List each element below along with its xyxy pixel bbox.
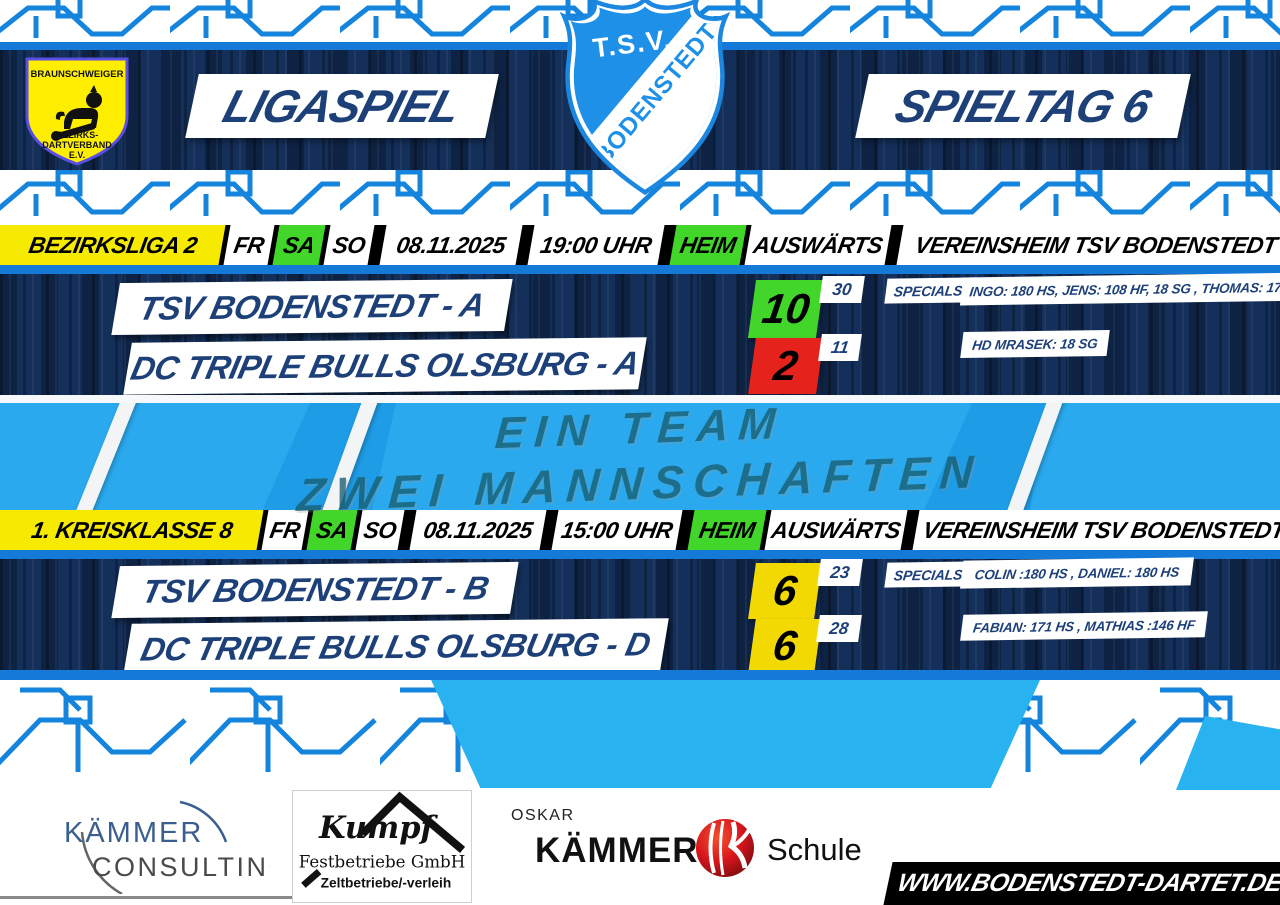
oskar-kaemmer-schule-logo: OSKAR KÄMMER Schule (495, 796, 885, 892)
kaemmer-text: KÄMMER (64, 817, 203, 849)
badge-dartverband-text: DARTVERBAND (42, 140, 112, 150)
lion-icon (51, 85, 102, 141)
match1-results: TSV BODENSTEDT - A 10 30 SPECIALS: INGO:… (0, 272, 1280, 395)
day-so: SO (355, 510, 405, 550)
ligaspiel-title: LIGASPIEL (217, 80, 467, 132)
divider-sliver (0, 395, 1280, 403)
home-legs-box: 23 (817, 559, 863, 586)
bar-divider (543, 510, 550, 550)
oskar-text: OSKAR (511, 807, 575, 824)
logo-arc-top (179, 800, 228, 843)
away-score-box: 2 (748, 338, 824, 394)
website-url[interactable]: WWW.BODENSTEDT-DARTET.DE (894, 869, 1280, 897)
bar-divider (904, 510, 911, 550)
away-score-box: 6 (748, 619, 822, 673)
day-sa-active: SA (306, 510, 358, 550)
home-team-banner: TSV BODENSTEDT - A (111, 278, 513, 336)
middle-hex-band (0, 403, 1280, 510)
tsv-bodenstedt-shield: BODENSTEDT T.S.V. (538, 0, 752, 196)
roof-graphic (301, 791, 466, 888)
kaemmer-text: KÄMMER (535, 831, 698, 870)
hexagon-shape (372, 403, 972, 510)
home-score-box: 6 (748, 563, 822, 619)
match-date: 08.11.2025 (379, 225, 523, 265)
league-name: 1. KREISKLASSE 8 (29, 516, 235, 543)
league-segment: 1. KREISKLASSE 8 (0, 510, 264, 550)
day-so: SO (323, 225, 375, 265)
hexagon-shape (0, 403, 310, 510)
bar-divider (371, 225, 378, 265)
kumpf-logo-card: Kumpf Festbetriebe GmbH Zeltbetriebe/-ve… (292, 790, 472, 903)
heim-flag-active: HEIM (669, 225, 747, 265)
home-legs-box: 30 (819, 276, 865, 303)
footer-rule (0, 896, 448, 899)
home-score-box: 10 (747, 280, 825, 338)
away-specials: FABIAN: 171 HS , MATHIAS :146 HF (960, 611, 1208, 641)
sponsor-footer: KÄMMER CONSULTING Kumpf Festbetriebe Gmb… (0, 790, 1280, 905)
badge-bezirks-text: BEZIRKS- (56, 130, 99, 140)
match2-results: TSV BODENSTEDT - B 6 23 SPECIALS: COLIN … (0, 557, 1280, 676)
bar-divider (401, 510, 408, 550)
divider-strip (0, 670, 1280, 680)
day-fr: FR (261, 510, 309, 550)
kumpf-line3: Zeltbetriebe/-verleih (321, 875, 452, 890)
badge-top-text: BRAUNSCHWEIGER (31, 69, 124, 80)
heim-flag-active: HEIM (687, 510, 767, 550)
kumpf-line2: Festbetriebe GmbH (299, 853, 466, 872)
day-fr: FR (223, 225, 275, 265)
ligaspiel-banner: LIGASPIEL (185, 74, 499, 138)
home-specials: INGO: 180 HS, JENS: 108 HF, 18 SG , THOM… (959, 272, 1280, 306)
match-time: 15:00 UHR (551, 510, 683, 550)
bar-divider (888, 225, 895, 265)
away-team-banner: DC TRIPLE BULLS OLSBURG - A (123, 337, 647, 395)
day-sa-active: SA (272, 225, 326, 265)
league-name: BEZIRKSLIGA 2 (26, 231, 200, 258)
logo-arc-bottom (80, 831, 123, 896)
consulting-text: CONSULTING (92, 852, 270, 882)
away-legs-box: 28 (816, 615, 862, 642)
match-time: 19:00 UHR (527, 225, 665, 265)
bar-divider (519, 225, 526, 265)
red-ball-icon (696, 819, 754, 877)
bar-divider (679, 510, 686, 550)
away-team-banner: DC TRIPLE BULLS OLSBURG - D (123, 618, 669, 676)
auswaerts-flag: AUSWÄRTS (764, 510, 908, 550)
divider-strip (0, 550, 1280, 559)
spieltag-banner: SPIELTAG 6 (855, 74, 1191, 138)
away-specials: HD MRASEK: 18 SG (960, 329, 1110, 359)
match2-info-bar: 1. KREISKLASSE 8 FR SA SO 08.11.2025 15:… (0, 510, 1280, 550)
dartverband-badge: BRAUNSCHWEIGER BEZIRKS- DARTVERBAND E.V. (20, 54, 134, 168)
bottom-circuit-band (0, 680, 1280, 790)
divider-strip (0, 265, 1280, 274)
website-banner[interactable]: WWW.BODENSTEDT-DARTET.DE (883, 862, 1280, 905)
spieltag-title: SPIELTAG 6 (889, 80, 1157, 132)
diagonal-stripe (314, 403, 381, 510)
match-date: 08.11.2025 (409, 510, 547, 550)
hexagon-shape (431, 680, 1040, 788)
schule-text: Schule (767, 832, 862, 867)
venue-segment: VEREINSHEIM TSV BODENSTEDT (912, 510, 1280, 550)
match1-info-bar: BEZIRKSLIGA 2 FR SA SO 08.11.2025 19:00 … (0, 225, 1280, 265)
league-segment: BEZIRKSLIGA 2 (0, 225, 226, 265)
home-specials: COLIN :180 HS , DANIEL: 180 HS (960, 557, 1194, 589)
hexagon-shape (1030, 403, 1280, 510)
bar-divider (661, 225, 668, 265)
auswaerts-flag: AUSWÄRTS (744, 225, 892, 265)
home-team-banner: TSV BODENSTEDT - B (111, 561, 519, 619)
badge-ev-text: E.V. (69, 150, 85, 160)
kaemmer-consulting-logo: KÄMMER CONSULTING (30, 798, 290, 896)
away-legs-box: 11 (818, 334, 862, 361)
venue-segment: VEREINSHEIM TSV BODENSTEDT (896, 225, 1280, 265)
kumpf-name: Kumpf (318, 810, 438, 846)
